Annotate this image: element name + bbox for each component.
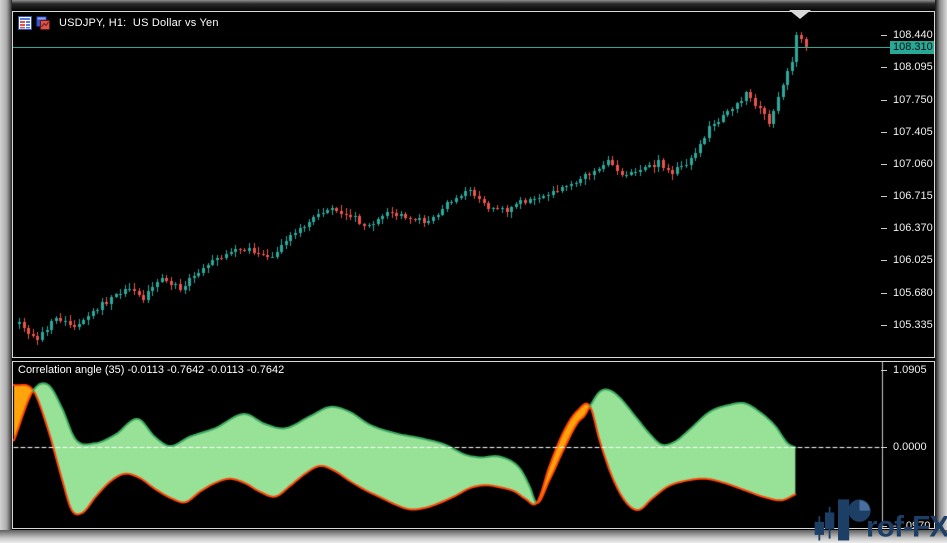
main-chart-panel: USDJPY, H1: US Dollar vs Yen 108.310 108…	[12, 11, 935, 358]
window-frame-left	[0, 0, 12, 543]
axis-tick	[881, 324, 887, 326]
axis-label: 0.0000	[893, 441, 927, 454]
axis-label: 108.440	[893, 29, 933, 42]
indicator-title: Correlation angle (35) -0.0113 -0.7642 -…	[18, 364, 285, 376]
window-frame-right	[935, 0, 947, 543]
prof-fx-watermark: rof-FX	[814, 499, 947, 543]
window-frame-top	[0, 0, 947, 11]
axis-label: 106.370	[893, 222, 933, 235]
axis-label: 105.680	[893, 286, 933, 299]
correlation-angle-oscillator[interactable]	[13, 362, 934, 528]
axis-label: 106.025	[893, 254, 933, 267]
chart-properties-icon	[18, 16, 32, 30]
axis-label: 107.060	[893, 157, 933, 170]
axis-label: 1.0905	[893, 363, 927, 376]
window-frame-bottom	[0, 530, 947, 543]
axis-tick	[881, 99, 887, 101]
axis-tick	[881, 163, 887, 165]
axis-tick	[881, 369, 887, 371]
chart-shift-arrow-icon	[789, 10, 811, 19]
axis-label: 106.715	[893, 190, 933, 203]
axis-label: 108.095	[893, 61, 933, 74]
current-price-line	[13, 47, 890, 48]
axis-label: -1.0970	[893, 519, 931, 529]
axis-tick	[881, 292, 887, 294]
candlestick-chart[interactable]	[13, 12, 934, 357]
axis-label: 105.335	[893, 318, 933, 331]
chart-title-row: USDJPY, H1: US Dollar vs Yen	[18, 16, 219, 30]
axis-tick	[881, 525, 887, 527]
axis-tick	[881, 67, 887, 69]
axis-label: 107.405	[893, 125, 933, 138]
axis-tick	[881, 196, 887, 198]
axis-tick	[881, 447, 887, 449]
indicators-icon	[36, 16, 50, 30]
axis-label: 107.750	[893, 93, 933, 106]
axis-tick	[881, 260, 887, 262]
axis-tick	[881, 228, 887, 230]
current-price-tag: 108.310	[890, 41, 934, 54]
indicator-panel: Correlation angle (35) -0.0113 -0.7642 -…	[12, 361, 935, 529]
svg-text:rof-FX: rof-FX	[866, 511, 947, 543]
axis-tick	[881, 131, 887, 133]
chart-title: USDJPY, H1: US Dollar vs Yen	[59, 17, 219, 29]
axis-tick	[881, 35, 887, 37]
